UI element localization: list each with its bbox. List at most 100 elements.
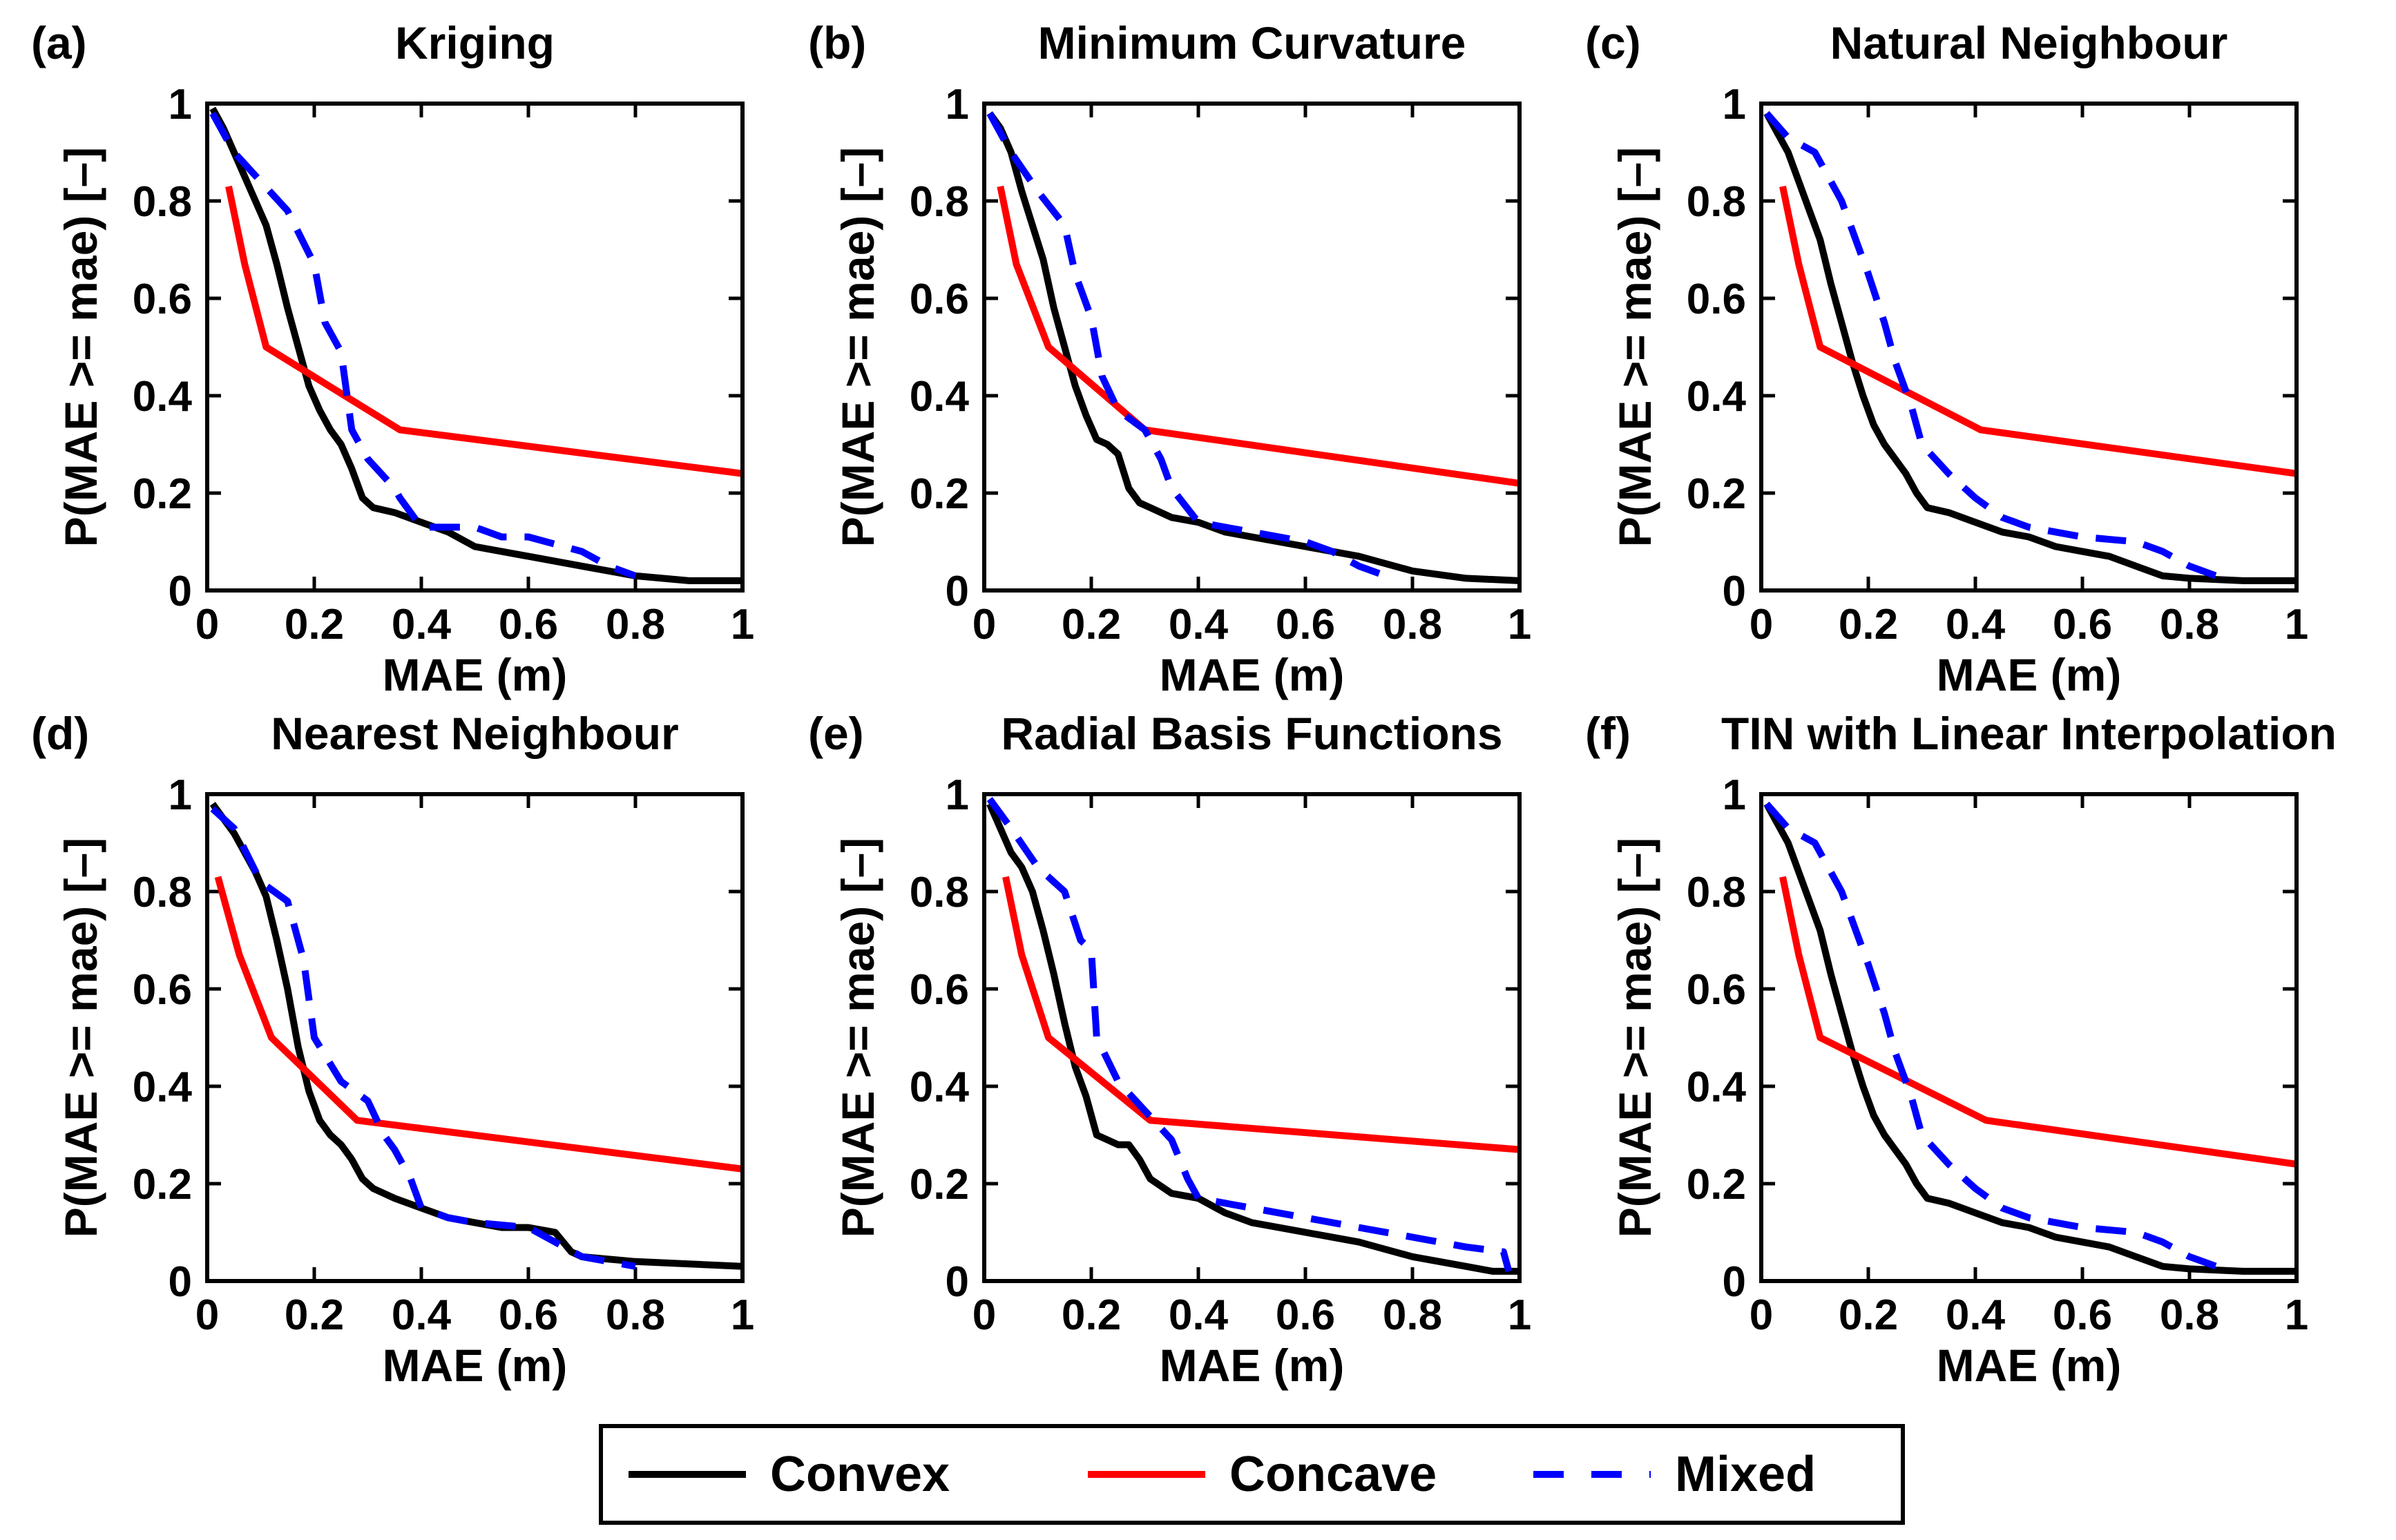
y-tick-label: 0.4 — [133, 373, 193, 421]
y-axis-label: P(MAE >= mae) [–] — [832, 147, 883, 548]
x-tick-label: 0.2 — [1839, 601, 1898, 648]
x-tick-label: 1 — [2285, 1291, 2308, 1339]
y-tick-label: 0.6 — [133, 966, 192, 1014]
x-axis-label: MAE (m) — [1937, 1340, 2122, 1391]
series-line-convex — [209, 106, 742, 584]
x-tick-label: 0.4 — [392, 601, 452, 648]
y-axis-label: P(MAE >= mae) [–] — [55, 838, 106, 1238]
series-group — [1763, 801, 2297, 1275]
legend-label-mixed: Mixed — [1675, 1447, 1816, 1502]
panel-3: (c) Natural Neighbour 0 0.2 0.4 0.6 0.8 1 0 0.2 0.… — [1585, 17, 2308, 700]
x-tick-label: 1 — [731, 1291, 754, 1339]
panel-label: (b) — [808, 17, 866, 68]
x-tick-label: 0.2 — [1839, 1291, 1898, 1339]
panel-2: (b) Minimum Curvature 0 0.2 0.4 0.6 0.8 1 0 0.2 0.… — [808, 17, 1531, 700]
y-tick-label: 0.8 — [910, 869, 969, 916]
x-tick-label: 0 — [1750, 601, 1773, 648]
plot-frame — [1759, 792, 2299, 1283]
x-tick-label: 0.2 — [285, 1291, 344, 1339]
series-line-concave — [1779, 185, 2297, 477]
legend-box — [599, 1424, 1905, 1525]
y-tick-label: 0.6 — [910, 966, 969, 1014]
x-axis-label: MAE (m) — [1160, 1340, 1345, 1391]
x-axis-label: MAE (m) — [383, 649, 568, 700]
x-tick-label: 0.4 — [1169, 1291, 1229, 1339]
series-line-concave — [214, 876, 742, 1173]
x-tick-label: 0 — [972, 1291, 996, 1339]
x-tick-label: 0.8 — [2160, 1291, 2219, 1339]
series-line-mixed — [1764, 110, 2218, 579]
series-line-concave — [1002, 876, 1520, 1153]
panel-label: (f) — [1585, 708, 1631, 759]
y-tick-label: 0.6 — [910, 276, 969, 323]
series-line-convex — [986, 802, 1520, 1275]
y-tick-label: 0 — [1723, 568, 1746, 615]
x-tick-label: 0.2 — [1062, 601, 1121, 648]
chart-title: Natural Neighbour — [1830, 17, 2228, 68]
y-tick-label: 1 — [1723, 81, 1746, 128]
series-line-mixed — [210, 806, 636, 1270]
panel-6: (f) TIN with Linear Interpolation 0 0.2 0.4 0… — [1585, 708, 2337, 1391]
y-tick-label: 0 — [169, 1258, 192, 1306]
series-group — [209, 106, 742, 584]
y-tick-label: 0.2 — [1687, 470, 1746, 518]
y-tick-label: 0.4 — [133, 1063, 193, 1111]
x-tick-label: 0.6 — [1276, 601, 1335, 648]
panel-label: (a) — [31, 17, 87, 68]
plot-frame — [205, 102, 745, 593]
y-tick-label: 1 — [946, 81, 969, 128]
panel-label: (e) — [808, 708, 864, 759]
y-tick-label: 0.6 — [1687, 966, 1746, 1014]
chart-title: Kriging — [395, 17, 555, 68]
x-tick-label: 0.4 — [1946, 1291, 2006, 1339]
series-line-mixed — [209, 111, 637, 579]
plot-frame — [1759, 102, 2299, 593]
legend-label-concave: Concave — [1229, 1447, 1437, 1502]
y-tick-label: 0.4 — [1687, 373, 1747, 421]
panels: (a) Kriging 0 0.2 0.4 0.6 0.8 1 0 0.2 0.4 0.6 0.8 1 MA… — [31, 17, 2337, 1391]
y-tick-label: 1 — [946, 771, 969, 819]
y-tick-label: 0.6 — [133, 276, 192, 323]
x-tick-label: 0 — [195, 601, 219, 648]
x-tick-label: 0 — [195, 1291, 219, 1339]
y-tick-label: 0 — [1723, 1258, 1746, 1306]
series-group — [986, 111, 1520, 584]
plot-frame — [982, 102, 1522, 593]
y-tick-label: 1 — [169, 81, 192, 128]
y-tick-label: 0.6 — [1687, 276, 1746, 323]
y-tick-label: 0.2 — [910, 470, 969, 518]
x-axis-label: MAE (m) — [1937, 649, 2122, 700]
series-group — [986, 797, 1520, 1275]
plot-frame — [205, 792, 745, 1283]
series-group — [1763, 110, 2297, 584]
y-tick-label: 0 — [169, 568, 192, 615]
x-tick-label: 1 — [1508, 1291, 1531, 1339]
x-tick-label: 0 — [972, 601, 996, 648]
series-line-convex — [1763, 111, 2297, 584]
chart-title: Radial Basis Functions — [1001, 708, 1502, 759]
y-tick-label: 0.8 — [1687, 178, 1746, 226]
legend-label-convex: Convex — [770, 1447, 950, 1502]
y-axis-label: P(MAE >= mae) [–] — [1609, 838, 1660, 1238]
x-tick-label: 1 — [731, 601, 754, 648]
series-line-convex — [1763, 802, 2297, 1275]
x-axis-label: MAE (m) — [383, 1340, 568, 1391]
panel-1: (a) Kriging 0 0.2 0.4 0.6 0.8 1 0 0.2 0.4 0.6 0.8 1 MA… — [31, 17, 754, 700]
x-tick-label: 0.2 — [285, 601, 344, 648]
y-tick-label: 0.8 — [133, 869, 192, 916]
y-axis-label: P(MAE >= mae) [–] — [1609, 147, 1660, 548]
y-tick-label: 0.8 — [133, 178, 192, 226]
panel-label: (d) — [31, 708, 89, 759]
y-tick-label: 0.2 — [910, 1161, 969, 1209]
x-tick-label: 0.8 — [1383, 601, 1442, 648]
y-tick-label: 1 — [1723, 771, 1746, 819]
x-tick-label: 0.8 — [1383, 1291, 1442, 1339]
panel-5: (e) Radial Basis Functions 0 0.2 0.4 0.6 0.8 1 0… — [808, 708, 1531, 1391]
series-line-mixed — [986, 797, 1513, 1273]
x-tick-label: 1 — [2285, 601, 2308, 648]
series-line-concave — [1779, 876, 2297, 1168]
plot-frame — [982, 792, 1522, 1283]
x-tick-label: 0.2 — [1062, 1291, 1121, 1339]
series-line-mixed — [1764, 801, 2218, 1270]
